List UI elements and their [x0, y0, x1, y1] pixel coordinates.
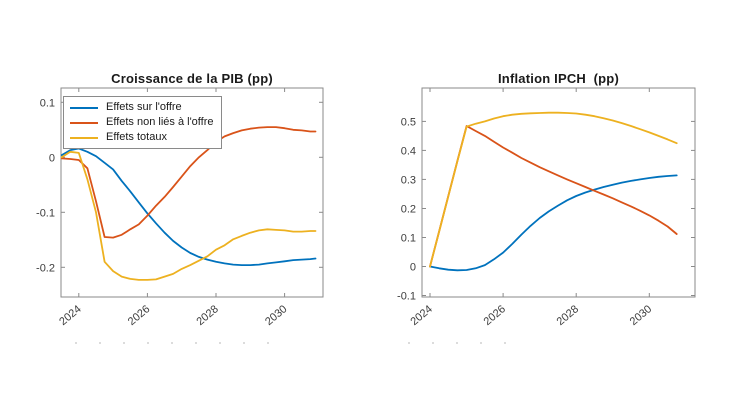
x-tick-label: 2030 [628, 303, 654, 328]
series-line [429, 174, 678, 272]
legend-line-sample-orange-icon [70, 121, 98, 124]
legend: Effets sur l'offre Effets non liés à l'o… [63, 96, 223, 149]
x-tick-label: 2030 [263, 303, 289, 328]
series-line [60, 147, 317, 267]
y-tick-label: -0.2 [36, 262, 55, 274]
x-tick-label: 2028 [194, 303, 220, 328]
y-tick-label: -0.1 [36, 207, 55, 219]
legend-label: Effets non liés à l'offre [106, 116, 214, 128]
caption-remnant-artifact [75, 342, 271, 344]
series-line [429, 111, 678, 268]
x-tick-label: 2024 [57, 303, 83, 328]
plot-box [421, 87, 696, 298]
legend-item: Effets non liés à l'offre [70, 115, 213, 130]
x-tick-label: 2024 [408, 303, 434, 328]
caption-remnant-artifact [408, 342, 516, 344]
y-tick-label: 0.4 [401, 145, 416, 157]
x-tick-label: 2026 [482, 303, 508, 328]
series-line [60, 126, 317, 239]
y-tick-label: 0 [410, 262, 416, 274]
legend-item: Effets sur l'offre [70, 100, 213, 115]
legend-label: Effets sur l'offre [106, 101, 182, 113]
legend-line-sample-blue-icon [70, 106, 98, 109]
series-line [60, 150, 317, 281]
legend-item: Effets totaux [70, 130, 213, 145]
series-line [429, 125, 678, 268]
y-tick-label: 0 [49, 152, 55, 164]
y-tick-label: 0.1 [40, 97, 55, 109]
left-chart-title: Croissance de la PIB (pp) [111, 71, 273, 86]
right-chart-title: Inflation IPCH (pp) [498, 71, 619, 86]
legend-line-sample-yellow-icon [70, 136, 98, 139]
legend-label: Effets totaux [106, 131, 167, 143]
y-tick-label: 0.5 [401, 116, 416, 128]
y-tick-label: 0.2 [401, 204, 416, 216]
y-tick-label: 0.1 [401, 233, 416, 245]
y-tick-label: 0.3 [401, 174, 416, 186]
x-tick-label: 2026 [126, 303, 152, 328]
x-tick-label: 2028 [555, 303, 581, 328]
y-tick-label: -0.1 [397, 291, 416, 303]
plot-box [60, 87, 324, 298]
